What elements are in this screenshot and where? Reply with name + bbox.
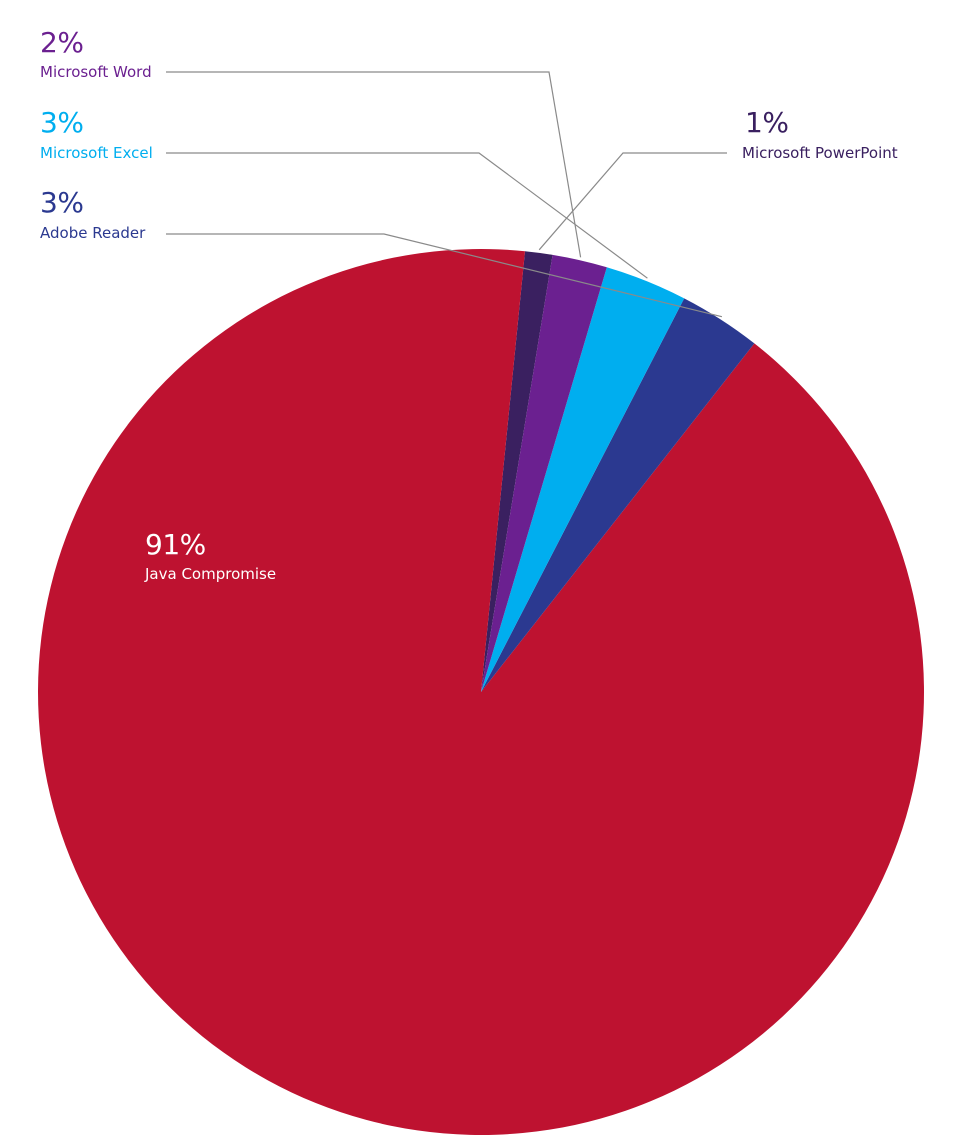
slice-label-microsoft-excel: Microsoft Excel <box>40 144 153 162</box>
leader-line-microsoft-powerpoint <box>538 152 727 251</box>
slice-percent-adobe-reader: 3% <box>40 186 83 219</box>
leader-line-adobe-reader <box>166 233 723 318</box>
pie-slices <box>37 248 924 1135</box>
slice-percent-microsoft-word: 2% <box>40 26 83 59</box>
slice-label-microsoft-word: Microsoft Word <box>40 63 152 81</box>
pie-slice-microsoft-word <box>481 254 607 692</box>
pie-slice-adobe-reader <box>481 298 755 692</box>
slice-percent-microsoft-powerpoint: 1% <box>745 106 788 139</box>
slice-percent-microsoft-excel: 3% <box>40 106 83 139</box>
pie-slice-java-compromise <box>37 248 924 1135</box>
leader-lines <box>166 71 727 318</box>
pie-slice-microsoft-excel <box>481 267 685 692</box>
leader-line-microsoft-excel <box>166 152 648 279</box>
leader-line-microsoft-word <box>166 71 582 258</box>
slice-percent-java-compromise: 91% <box>145 528 206 561</box>
pie-slice-microsoft-powerpoint <box>481 251 553 692</box>
slice-label-adobe-reader: Adobe Reader <box>40 224 146 242</box>
slice-label-microsoft-powerpoint: Microsoft PowerPoint <box>742 144 898 162</box>
slice-labels: 91% Java Compromise 3% Adobe Reader 3% Micros… <box>40 26 898 583</box>
slice-label-java-compromise: Java Compromise <box>144 565 276 583</box>
